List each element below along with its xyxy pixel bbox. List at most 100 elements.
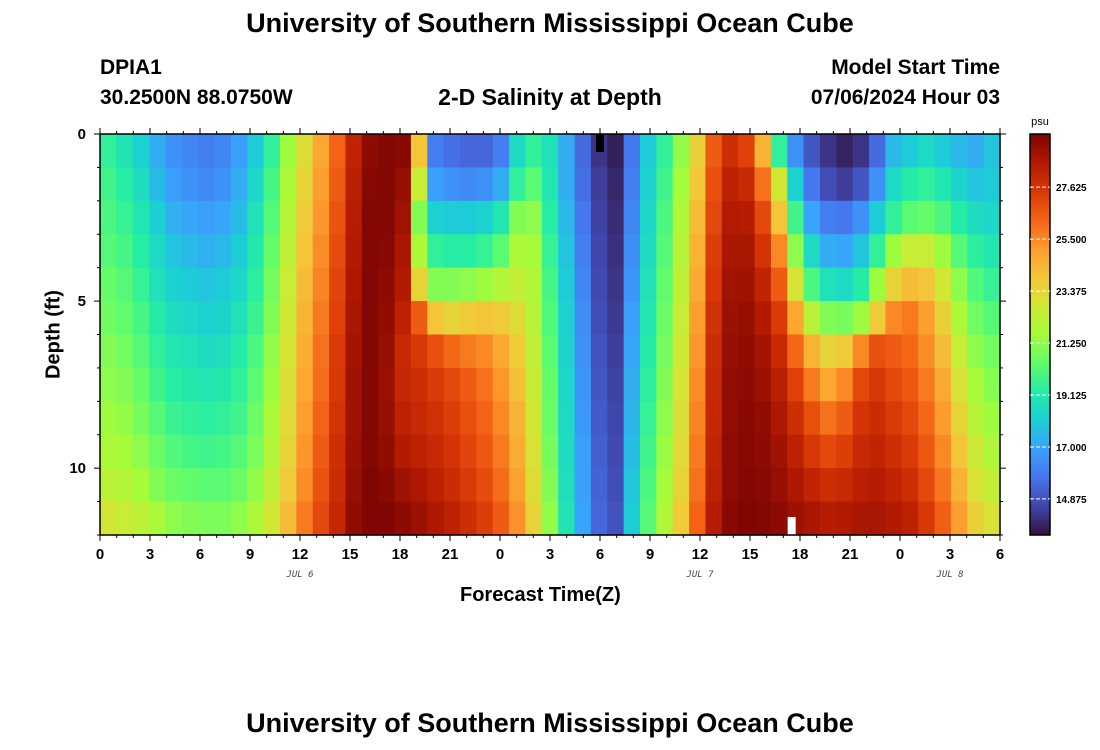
heatmap-cell bbox=[410, 334, 428, 369]
heatmap-cell bbox=[738, 501, 756, 536]
heatmap-cell bbox=[770, 367, 788, 402]
heatmap-cell bbox=[247, 367, 265, 402]
heatmap-cell bbox=[509, 200, 527, 235]
heatmap-cell bbox=[901, 501, 919, 536]
heatmap-cell bbox=[410, 200, 428, 235]
heatmap-cell bbox=[280, 134, 297, 169]
heatmap-cell bbox=[754, 401, 772, 436]
heatmap-cell bbox=[934, 468, 952, 503]
heatmap-cell bbox=[280, 434, 297, 469]
heatmap-cell bbox=[541, 301, 559, 336]
heatmap-cell bbox=[640, 167, 657, 202]
heatmap-cell bbox=[263, 367, 281, 402]
heatmap-cell bbox=[738, 301, 756, 336]
heatmap-cell bbox=[165, 234, 183, 269]
heatmap-cell bbox=[329, 134, 347, 169]
heatmap-cell bbox=[247, 134, 265, 169]
heatmap-cell bbox=[754, 200, 772, 235]
heatmap-cell bbox=[132, 334, 150, 369]
heatmap-cell bbox=[983, 334, 1001, 369]
x-tick-label: 9 bbox=[646, 546, 654, 563]
heatmap-cell bbox=[509, 401, 527, 436]
date-label: JUL 8 bbox=[935, 570, 963, 580]
heatmap-cell bbox=[492, 234, 510, 269]
heatmap-cell bbox=[950, 167, 968, 202]
heatmap-cell bbox=[803, 267, 821, 302]
heatmap-cell bbox=[198, 367, 216, 402]
heatmap-cell bbox=[787, 367, 805, 402]
heatmap-cell bbox=[934, 301, 952, 336]
heatmap-cell bbox=[460, 367, 477, 402]
heatmap-cell bbox=[345, 167, 363, 202]
heatmap-cell bbox=[623, 434, 641, 469]
heatmap-cell bbox=[590, 401, 608, 436]
heatmap-cell bbox=[525, 234, 543, 269]
heatmap-cell bbox=[378, 267, 396, 302]
heatmap-cell bbox=[721, 301, 739, 336]
heatmap-cell bbox=[983, 468, 1001, 503]
heatmap-cell bbox=[427, 367, 445, 402]
heatmap-cell bbox=[607, 167, 625, 202]
heatmap-cell bbox=[100, 334, 117, 369]
heatmap-cell bbox=[558, 501, 576, 536]
heatmap-cell bbox=[590, 234, 608, 269]
heatmap-cell bbox=[885, 367, 903, 402]
heatmap-cell bbox=[263, 434, 281, 469]
heatmap-cell bbox=[198, 134, 216, 169]
heatmap-cell bbox=[427, 301, 445, 336]
heatmap-cell bbox=[345, 334, 363, 369]
heatmap-cell bbox=[721, 267, 739, 302]
heatmap-cell bbox=[852, 334, 870, 369]
heatmap-cell bbox=[869, 468, 887, 503]
heatmap-cell bbox=[770, 501, 788, 536]
heatmap-cell bbox=[394, 434, 412, 469]
heatmap-cell bbox=[541, 134, 559, 169]
heatmap-cell bbox=[738, 134, 756, 169]
heatmap-cell bbox=[869, 301, 887, 336]
colorbar-tick-label: 25.500 bbox=[1056, 235, 1087, 246]
heatmap-cell bbox=[378, 434, 396, 469]
heatmap-cell bbox=[132, 301, 150, 336]
heatmap-cell bbox=[492, 134, 510, 169]
heatmap-cell bbox=[836, 334, 854, 369]
heatmap-cell bbox=[263, 167, 281, 202]
heatmap-cell bbox=[312, 367, 330, 402]
heatmap-cell bbox=[247, 200, 265, 235]
heatmap-cell bbox=[181, 367, 199, 402]
heatmap-cell bbox=[410, 234, 428, 269]
heatmap-cell bbox=[149, 401, 167, 436]
heatmap-cell bbox=[705, 234, 723, 269]
heatmap-cell bbox=[329, 334, 347, 369]
x-tick-label: 18 bbox=[792, 546, 809, 563]
heatmap-cell bbox=[476, 501, 494, 536]
heatmap-cell bbox=[950, 234, 968, 269]
heatmap-cell bbox=[378, 200, 396, 235]
heatmap-cell bbox=[525, 434, 543, 469]
colorbar: psu 27.625 25.500 23.375 21.250 19.125 17.000 1… bbox=[1029, 116, 1087, 536]
heatmap-cell bbox=[787, 234, 805, 269]
x-tick-label: 0 bbox=[96, 546, 104, 563]
heatmap-cell bbox=[296, 334, 314, 369]
heatmap-cell bbox=[312, 434, 330, 469]
heatmap-cell bbox=[574, 468, 592, 503]
heatmap-cell bbox=[950, 401, 968, 436]
heatmap-cell bbox=[950, 367, 968, 402]
heatmap-cell bbox=[214, 401, 232, 436]
heatmap-cell bbox=[754, 301, 772, 336]
heatmap-cell bbox=[329, 367, 347, 402]
heatmap-cell bbox=[950, 200, 968, 235]
heatmap-cell bbox=[983, 267, 1001, 302]
heatmap-cell bbox=[705, 367, 723, 402]
heatmap-cell bbox=[100, 468, 117, 503]
heatmap-cell bbox=[361, 501, 379, 536]
heatmap-cell bbox=[738, 334, 756, 369]
heatmap-cell bbox=[656, 401, 674, 436]
heatmap-cell bbox=[574, 334, 592, 369]
heatmap-cell bbox=[656, 234, 674, 269]
heatmap-cell bbox=[689, 367, 707, 402]
heatmap-cell bbox=[918, 401, 936, 436]
heatmap-cell bbox=[296, 267, 314, 302]
heatmap-cell bbox=[721, 367, 739, 402]
x-tick-label: 0 bbox=[496, 546, 504, 563]
heatmap-cell bbox=[574, 301, 592, 336]
